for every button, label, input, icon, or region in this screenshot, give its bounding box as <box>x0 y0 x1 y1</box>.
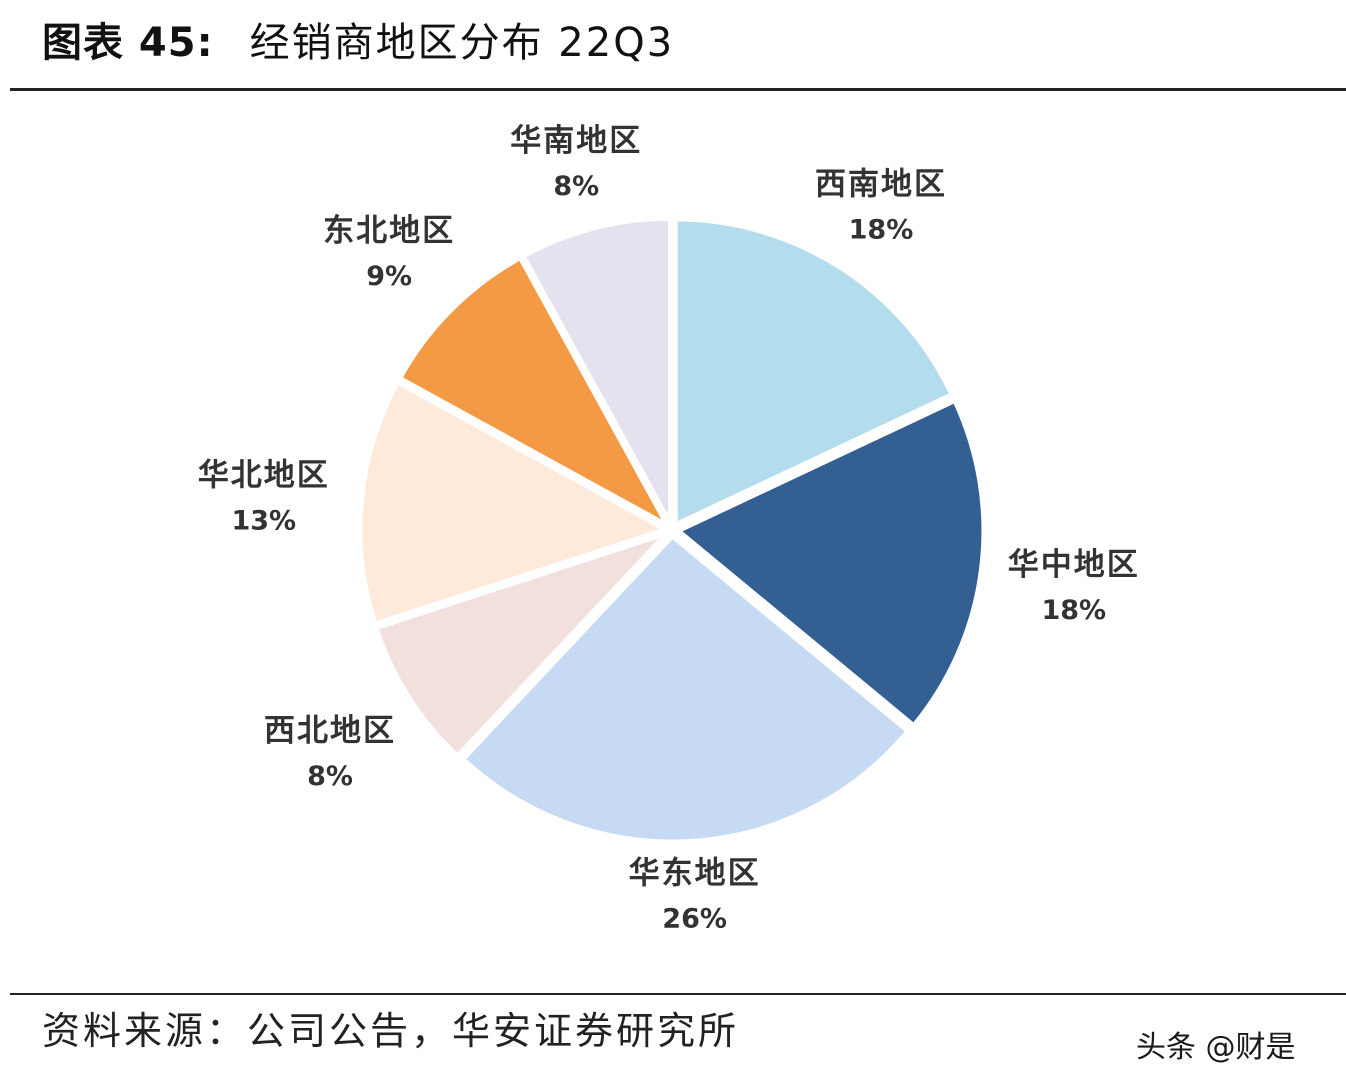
pie-labels: 西南地区 18% 华中地区 18% 华东地区 26% 西北地区 8% 华北地区 13% 东北地区 9%… <box>198 123 1140 934</box>
slice-value-6: 9% <box>366 261 412 292</box>
pie-slice-7 <box>520 215 674 527</box>
slice-label-2: 华中地区 <box>1008 547 1140 583</box>
pie-slice-1 <box>672 216 955 528</box>
figure-label: 图表 45: <box>42 20 214 66</box>
pie-slice-2 <box>675 397 987 729</box>
pie-slice-6 <box>397 255 671 529</box>
watermark: 头条 @财是 <box>1136 1030 1296 1065</box>
slice-value-3: 26% <box>662 903 727 934</box>
slice-value-4: 8% <box>307 761 353 792</box>
pie-slice-4 <box>373 530 670 759</box>
slice-value-2: 18% <box>1041 595 1106 626</box>
top-rule <box>10 88 1346 91</box>
slice-label-7: 华南地区 <box>510 123 642 159</box>
slice-label-1: 西南地区 <box>815 167 947 203</box>
figure-header: 图表 45: 经销商地区分布 22Q3 <box>42 8 674 70</box>
pie-slice-3 <box>460 533 911 845</box>
slice-value-1: 18% <box>849 215 914 246</box>
bottom-rule <box>10 993 1346 995</box>
slice-label-4: 西北地区 <box>264 713 396 749</box>
slice-label-6: 东北地区 <box>323 213 455 249</box>
pie-slice-5 <box>357 379 669 627</box>
slice-label-5: 华北地区 <box>198 457 330 493</box>
figure-title: 经销商地区分布 22Q3 <box>249 20 675 66</box>
slice-label-3: 华东地区 <box>629 855 761 891</box>
source-note: 资料来源：公司公告，华安证券研究所 <box>42 1009 740 1053</box>
slice-value-5: 13% <box>231 505 296 536</box>
slice-value-7: 8% <box>553 171 599 202</box>
pie-slices <box>357 215 987 845</box>
